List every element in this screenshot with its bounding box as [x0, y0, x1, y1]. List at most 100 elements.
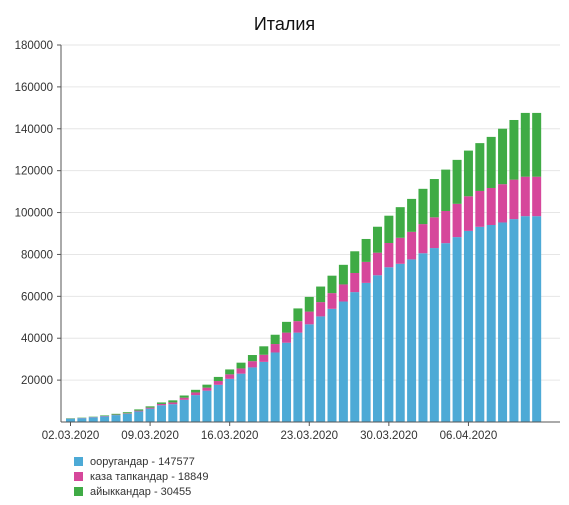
bar-segment	[498, 222, 508, 422]
bar-segment	[441, 169, 451, 211]
bar-segment	[145, 407, 155, 409]
y-tick-label: 120000	[15, 166, 53, 178]
y-tick-labels: 20000 40000 60000 80000 100000 120000 140000 16…	[15, 40, 53, 387]
bar-segment	[407, 198, 417, 232]
bar-segment	[429, 217, 439, 249]
bars	[66, 112, 542, 422]
bar-segment	[66, 418, 75, 422]
bar-segment	[520, 112, 530, 177]
bar-segment	[463, 150, 473, 197]
bar-segment	[213, 381, 223, 385]
bar-segment	[350, 272, 360, 293]
bar-segment	[304, 311, 314, 325]
bar-segment	[395, 207, 405, 238]
bar-segment	[350, 251, 360, 273]
bar-segment	[77, 418, 87, 422]
bar-segment	[384, 215, 394, 243]
bar-segment	[327, 275, 337, 294]
bar-segment	[316, 316, 326, 422]
bar-segment	[304, 296, 314, 312]
x-tick-label: 09.03.2020	[121, 430, 179, 442]
bar-segment	[88, 417, 98, 422]
y-tick-label: 160000	[15, 82, 53, 94]
y-tick-label: 40000	[21, 333, 53, 345]
bar-segment	[520, 176, 530, 217]
y-tick-label: 180000	[15, 40, 53, 52]
bar-segment	[293, 321, 303, 333]
legend-swatch	[74, 457, 83, 466]
bar-segment	[168, 404, 178, 422]
bar-segment	[452, 159, 462, 204]
bar-segment	[532, 112, 542, 177]
legend: ооругандар - 147577 каза тапкандар - 1884…	[74, 454, 209, 499]
y-tick-label: 140000	[15, 124, 53, 136]
bar-segment	[236, 368, 246, 374]
bar-segment	[429, 248, 439, 422]
bar-segment	[395, 237, 405, 264]
bar-segment	[145, 406, 155, 408]
legend-swatch	[74, 472, 83, 481]
bar-segment	[236, 373, 246, 422]
legend-item: ооругандар - 147577	[74, 454, 209, 469]
bar-segment	[156, 405, 166, 422]
bar-segment	[191, 389, 201, 393]
bar-segment	[441, 243, 451, 422]
bar-segment	[372, 252, 382, 276]
chart-title: Италия	[253, 14, 316, 34]
y-tick-label: 60000	[21, 291, 53, 303]
bar-segment	[282, 321, 292, 333]
bar-segment	[486, 187, 496, 225]
bar-segment	[384, 242, 394, 268]
bar-segment	[134, 411, 144, 422]
bar-segment	[100, 415, 110, 417]
bar-segment	[509, 119, 519, 180]
bar-segment	[259, 354, 269, 362]
bar-segment	[384, 267, 394, 422]
bar-segment	[452, 203, 462, 238]
bar-segment	[372, 275, 382, 422]
bar-segment	[202, 387, 212, 391]
bar-segment	[509, 179, 519, 220]
bar-segment	[532, 176, 542, 217]
bar-segment	[452, 237, 462, 422]
bar-segment	[361, 238, 371, 262]
bar-segment	[145, 408, 155, 422]
bar-segment	[463, 196, 473, 231]
bar-segment	[100, 416, 110, 422]
bar-segment	[418, 224, 428, 254]
bar-segment	[395, 263, 405, 422]
bar-segment	[338, 284, 348, 302]
bar-segment	[372, 226, 382, 253]
bar-segment	[316, 286, 326, 303]
bar-segment	[486, 224, 496, 422]
y-tick-label: 20000	[21, 375, 53, 387]
bar-segment	[327, 293, 337, 309]
x-tick-label: 16.03.2020	[201, 430, 259, 442]
axes	[60, 45, 560, 423]
x-tick-label: 30.03.2020	[360, 430, 418, 442]
bar-segment	[532, 216, 542, 422]
bar-segment	[475, 190, 485, 227]
bar-segment	[259, 346, 269, 355]
y-tick-label: 80000	[21, 249, 53, 261]
bar-segment	[122, 413, 132, 422]
bar-segment	[179, 395, 189, 398]
x-tick-label: 06.04.2020	[440, 430, 498, 442]
bar-segment	[111, 415, 121, 422]
legend-item: каза тапкандар - 18849	[74, 469, 209, 484]
bar-segment	[270, 352, 280, 422]
bar-segment	[282, 332, 292, 343]
bar-segment	[429, 179, 439, 218]
y-tick-label: 100000	[15, 208, 53, 220]
bar-segment	[304, 324, 314, 422]
bar-segment	[270, 334, 280, 345]
bar-segment	[498, 128, 508, 185]
bar-segment	[418, 253, 428, 422]
bar-segment	[338, 264, 348, 285]
bar-segment	[498, 184, 508, 223]
bar-segment	[225, 378, 235, 422]
bar-segment	[407, 231, 417, 260]
bar-segment	[225, 374, 235, 379]
bar-segment	[293, 332, 303, 422]
